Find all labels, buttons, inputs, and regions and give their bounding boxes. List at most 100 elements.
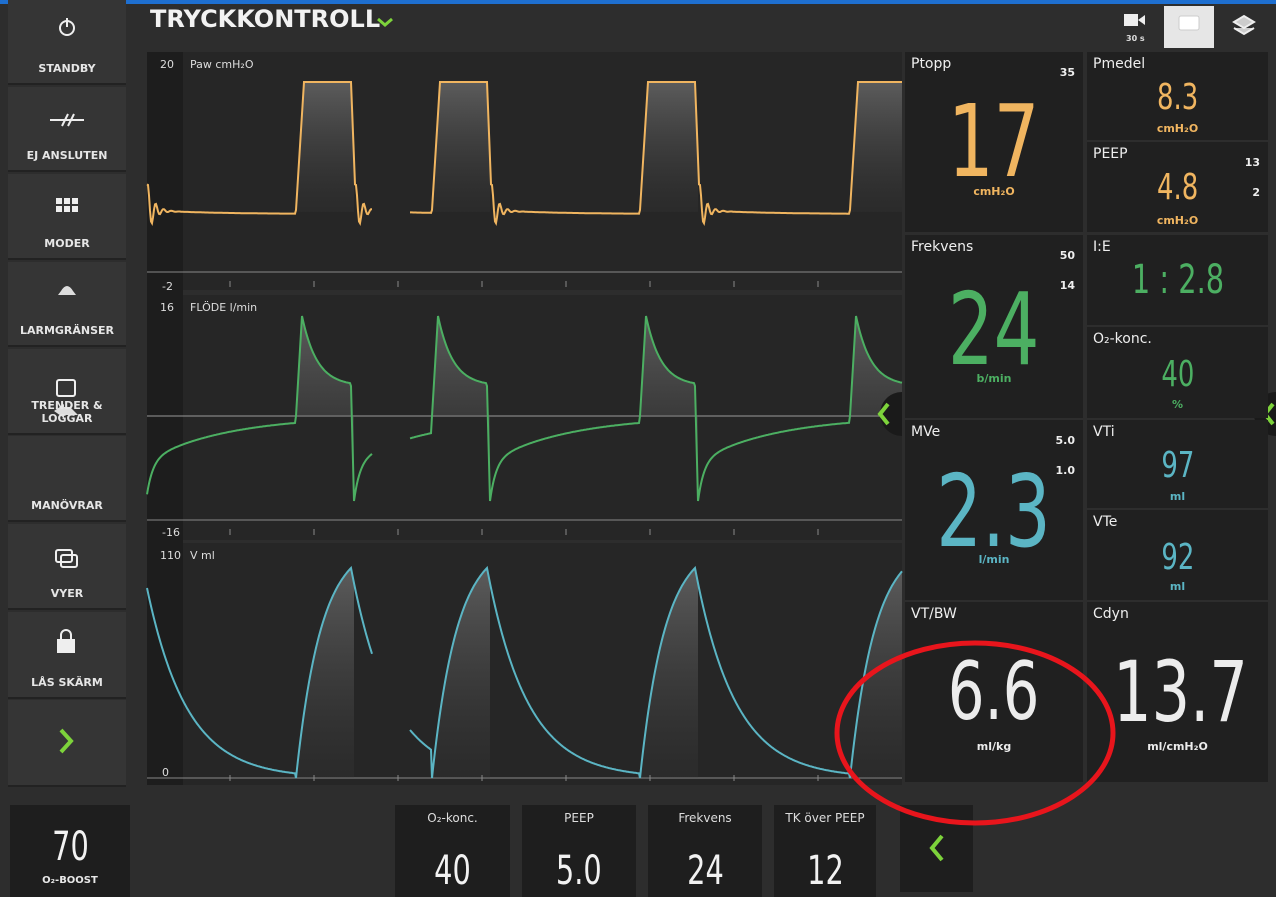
- parameter-value: 24: [948, 271, 1040, 388]
- setting-value: 5.0: [522, 851, 636, 891]
- parameter-value: 13.7: [1087, 650, 1268, 734]
- wave-label: FLÖDE l/min: [190, 301, 258, 314]
- parameter-unit: ml: [1169, 580, 1186, 593]
- setting-name: O₂-konc.: [427, 811, 478, 825]
- sidebar-button[interactable]: VYER: [8, 524, 126, 610]
- setting-value: 12: [806, 848, 844, 894]
- parameter-value: 40: [1087, 357, 1268, 393]
- alarm-limit: 1.0: [1055, 464, 1076, 477]
- alarm-limit: 2: [1252, 186, 1260, 199]
- parameter-value: 6.6: [948, 645, 1040, 738]
- parameter-unit: ml/kg: [976, 740, 1012, 753]
- wave-fill: [296, 316, 902, 501]
- parameter-unit: cmH₂O: [1156, 214, 1199, 227]
- sidebar-button[interactable]: LÅS SKÄRM: [8, 612, 126, 699]
- setting-button[interactable]: TK över PEEP 12: [774, 805, 876, 897]
- record-button[interactable]: [1110, 6, 1160, 48]
- wave-fill: [296, 568, 902, 778]
- setting-button[interactable]: PEEP 5.0: [522, 805, 636, 897]
- parameter-unit: ml: [1169, 490, 1186, 503]
- parameter-name: MVe: [911, 424, 941, 440]
- parameter-name: VTe: [1093, 514, 1118, 530]
- parameter-tile: Cdyn 13.7 ml/cmH₂O: [1087, 602, 1268, 782]
- wave-label: V ml: [190, 549, 215, 562]
- hand-icon: [54, 404, 78, 418]
- alarm-limit: 50: [1059, 249, 1075, 262]
- parameter-tile: Ptopp 35 17 cmH₂O: [905, 52, 1083, 232]
- sidebar-button-bg: [8, 262, 126, 345]
- parameter-unit: cmH₂O: [1156, 122, 1199, 135]
- settings-more[interactable]: [900, 805, 973, 892]
- sidebar-button[interactable]: MANÖVRAR: [8, 436, 126, 522]
- waveform: [146, 315, 903, 502]
- parameter-value: 13.7: [1113, 643, 1248, 741]
- wave-min: -2: [162, 280, 173, 293]
- sidebar-button[interactable]: EJ ANSLUTEN: [8, 87, 126, 172]
- parameter-tile: PEEP 13 2 4.8 cmH₂O: [1087, 142, 1268, 232]
- top-bar: [0, 0, 1276, 4]
- sidebar-button-bg: [8, 0, 126, 83]
- parameter-unit: %: [1171, 398, 1184, 411]
- alarm-icon: [58, 286, 76, 295]
- parameter-value: 4.8: [1087, 170, 1268, 206]
- wave-panel: [147, 52, 902, 290]
- parameter-tile: MVe 5.0 1.0 2.3 l/min: [905, 420, 1083, 600]
- alarm-limit: 5.0: [1055, 434, 1076, 447]
- wave-label: Paw cmH₂O: [190, 58, 254, 71]
- wave-panel: [147, 295, 902, 540]
- parameter-unit: b/min: [976, 372, 1012, 385]
- parameter-tile: Frekvens 50 14 24 b/min: [905, 235, 1083, 418]
- collapse-tab[interactable]: [880, 392, 902, 436]
- waveform: [146, 81, 902, 226]
- sidebar-label: MODER: [44, 237, 90, 250]
- parameter-value: 97: [1161, 445, 1194, 486]
- sidebar-button-bg: [8, 87, 126, 170]
- o2-boost-button[interactable]: 70 O₂-BOOST: [10, 805, 130, 897]
- sidebar-button-bg: [8, 436, 126, 520]
- sidebar-button-bg: [8, 612, 126, 697]
- setting-value: 40: [434, 848, 471, 894]
- wave-panel: [147, 543, 902, 785]
- alarm-limit: 35: [1059, 66, 1075, 79]
- parameter-name: VTi: [1093, 424, 1115, 440]
- boost-value: 70: [51, 824, 89, 870]
- setting-value: 40: [395, 851, 510, 891]
- parameter-unit: cmH₂O: [973, 185, 1015, 198]
- setting-name: TK över PEEP: [785, 811, 865, 825]
- sidebar-button[interactable]: [8, 700, 126, 787]
- sidebar-button-bg: [8, 174, 126, 258]
- boost-label: O₂-BOOST: [42, 875, 98, 886]
- mode-title[interactable]: TRYCKKONTROLL: [150, 5, 381, 33]
- sidebar-button[interactable]: MODER: [8, 174, 126, 260]
- sidebar-label: LÅS SKÄRM: [31, 676, 103, 689]
- parameter-value: 97: [1087, 448, 1268, 484]
- parameter-value: 92: [1161, 537, 1194, 578]
- sidebar-label: LARMGRÄNSER: [19, 324, 115, 337]
- parameter-value: 8.3: [1087, 80, 1268, 116]
- wave-fill: [296, 82, 902, 212]
- setting-name: PEEP: [564, 811, 594, 825]
- parameter-value: 1 : 2.8: [1087, 260, 1268, 300]
- setting-button[interactable]: O₂-konc. 40: [395, 805, 510, 897]
- more-chevron: [59, 728, 74, 754]
- boost-value: 70: [10, 827, 130, 867]
- parameter-name: O₂-konc.: [1093, 331, 1152, 347]
- sidebar-button[interactable]: LARMGRÄNSER: [8, 262, 126, 347]
- mode-chevron[interactable]: [377, 17, 393, 27]
- parameter-name: VT/BW: [911, 606, 957, 622]
- sidebar-button[interactable]: TRENDER & LOGGAR: [8, 349, 126, 435]
- sidebar-label: VYER: [50, 587, 84, 600]
- parameter-value: 6.6: [905, 652, 1083, 732]
- alarm-limit: 14: [1059, 279, 1075, 292]
- sidebar-button[interactable]: STANDBY: [8, 0, 126, 85]
- setting-value: 24: [686, 848, 724, 894]
- setting-button[interactable]: Frekvens 24: [648, 805, 762, 897]
- parameter-value: 24: [905, 280, 1083, 380]
- parameter-tile: I:E 1 : 2.8: [1087, 235, 1268, 325]
- parameter-tile: Pmedel 8.3 cmH₂O: [1087, 52, 1268, 140]
- setting-value: 5.0: [556, 848, 602, 894]
- parameter-value: 8.3: [1156, 77, 1199, 118]
- setting-value: 24: [648, 851, 762, 891]
- parameter-value: 1 : 2.8: [1131, 257, 1224, 303]
